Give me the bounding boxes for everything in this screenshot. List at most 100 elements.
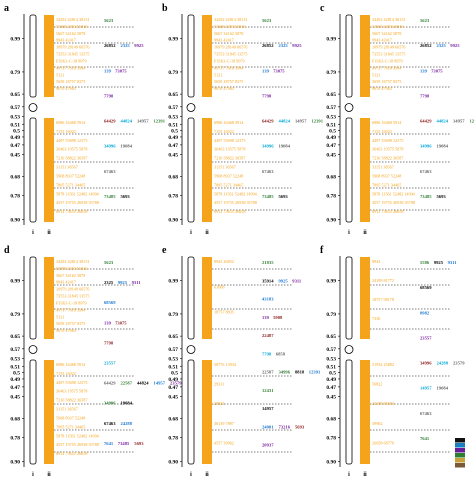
marker-label: 5878 11561 52482 14994	[214, 191, 258, 196]
annotation-label: 5693	[134, 441, 144, 446]
axis-label: 0.99	[326, 279, 336, 285]
annotation-label: 7641	[104, 441, 114, 446]
marker-label: 9670 47963	[214, 86, 234, 91]
axis-label: 0.68	[10, 417, 20, 423]
annotation-label: 44824	[279, 119, 291, 124]
annotation-label: 7798	[104, 93, 114, 98]
chromosome-upper	[29, 256, 37, 340]
axis-label: 0.47	[10, 143, 20, 149]
marker-label: 34292 42814 38131	[214, 17, 248, 22]
annotation-label: 44824	[437, 119, 449, 124]
chromosome-lower	[345, 359, 353, 465]
marker-label: 5968 8937 52248	[372, 173, 401, 178]
axis-label: 0.99	[326, 37, 336, 43]
marker-label: 10979 28149 66576	[56, 45, 90, 50]
annotation-label: 44824	[121, 119, 133, 124]
annotation-label: 5623	[104, 260, 114, 265]
annotation-label: 9925	[118, 280, 128, 285]
marker-label: 5878 11561 52482 14994	[56, 191, 100, 196]
annotation-label: 9925	[134, 43, 144, 48]
legend-swatch	[455, 453, 465, 458]
axis-label: 0.45	[10, 152, 20, 158]
col-label-i: i	[348, 472, 350, 478]
panel-letter: d	[4, 245, 10, 256]
axis-label: 0.49	[168, 135, 178, 141]
marker-label: 51668 24934 6816	[372, 24, 403, 29]
annotation-label: 8982	[420, 310, 430, 315]
axis-label: 0.79	[168, 312, 178, 318]
axis-label: 0.45	[326, 394, 336, 400]
annotation-label: 34996	[279, 370, 291, 375]
marker-label: 49737 7816 3994	[56, 65, 86, 70]
annotation-label: 6858	[276, 351, 286, 356]
marker-label: 4497 55698 12375	[372, 138, 403, 143]
annotation-label: 12391	[312, 119, 324, 124]
marker-label: 7895 5271 34465	[372, 182, 401, 187]
axis-label: 0.49	[168, 377, 178, 383]
col-label-i: i	[190, 230, 192, 236]
annotation-label: 7798	[262, 351, 272, 356]
marker-label: 4497 55698 12375	[56, 380, 87, 385]
linkage-bar-upper	[360, 257, 370, 339]
axis-label: 0.53	[168, 356, 178, 362]
axis-label: 0.65	[10, 92, 20, 98]
marker-label: 49737 7816 3994	[372, 65, 402, 70]
annotation-label: 24288	[121, 421, 133, 426]
axis-label: 0.65	[168, 334, 178, 340]
chromosome-upper	[187, 256, 195, 340]
axis-label: 0.57	[168, 347, 178, 353]
col-label-i: i	[348, 230, 350, 236]
axis-label: 0.47	[10, 385, 20, 391]
centromere	[28, 345, 38, 354]
marker-label: 10979 28149 66576	[372, 45, 406, 50]
annotation-label: 19084	[437, 144, 449, 149]
legend-swatch	[455, 443, 465, 448]
annotation-label: 19084	[437, 386, 449, 391]
marker-label: 39902	[372, 421, 382, 426]
marker-label: 31151 36567	[56, 165, 78, 170]
marker-label: 5667 34162 5878	[56, 273, 85, 278]
annotation-label: 139	[420, 68, 428, 73]
annotation-label: 12431	[262, 388, 274, 393]
axis-label: 0.90	[168, 459, 178, 465]
annotation-label: 24001	[262, 424, 274, 429]
marker-label: 7216 58822 36587	[372, 156, 403, 161]
axis-label: 0.68	[326, 175, 336, 181]
marker-label: 9670 47963	[372, 86, 392, 91]
marker-label: 4557 19755 26938 35788	[56, 200, 99, 205]
marker-label: 73553 31845 13575	[56, 52, 90, 57]
linkage-bar-upper	[202, 15, 212, 97]
axis-label: 0.78	[168, 436, 178, 442]
marker-label: 58776 13934	[214, 362, 237, 367]
annotation-label: 5623	[262, 18, 272, 23]
marker-label: 51668 24934 6816	[56, 24, 87, 29]
annotation-label: 34996	[104, 401, 116, 406]
axis-label: 0.49	[10, 377, 20, 383]
annotation-label: 23579	[453, 361, 465, 366]
axis-label: 0.79	[10, 70, 20, 76]
annotation-label: 67463	[104, 169, 116, 174]
chromosome-lower	[187, 359, 195, 465]
col-label-ii: ii	[47, 230, 51, 236]
marker-label: 5667 34162 5878	[214, 31, 243, 36]
marker-label: F19Ji3-C-18 8979	[56, 58, 87, 63]
marker-label: 6912 73655 26658	[56, 451, 87, 456]
annotation-label: 23557	[104, 361, 116, 366]
annotation-label: 139	[262, 315, 270, 320]
axis-label: 0.65	[168, 92, 178, 98]
axis-label: 0.5	[13, 371, 20, 377]
annotation-label: 73075	[115, 320, 127, 325]
marker-label: 73553 31845 13575	[214, 52, 248, 57]
marker-label: 10979 28149 66576	[56, 287, 90, 292]
annotation-label: 2325	[104, 280, 114, 285]
marker-label: 4557 19755 26938 35788	[372, 200, 415, 205]
annotation-label: 22487	[262, 333, 274, 338]
marker-label: 9670 47963	[56, 86, 76, 91]
marker-label: 49737 7816 3994	[214, 65, 244, 70]
annotation-label: 5908	[273, 315, 283, 320]
axis-label: 0.53	[326, 114, 336, 120]
linkage-bar-lower	[360, 118, 370, 222]
marker-label: 34292 42814 38131	[372, 17, 406, 22]
annotation-label: 7641	[420, 436, 430, 441]
